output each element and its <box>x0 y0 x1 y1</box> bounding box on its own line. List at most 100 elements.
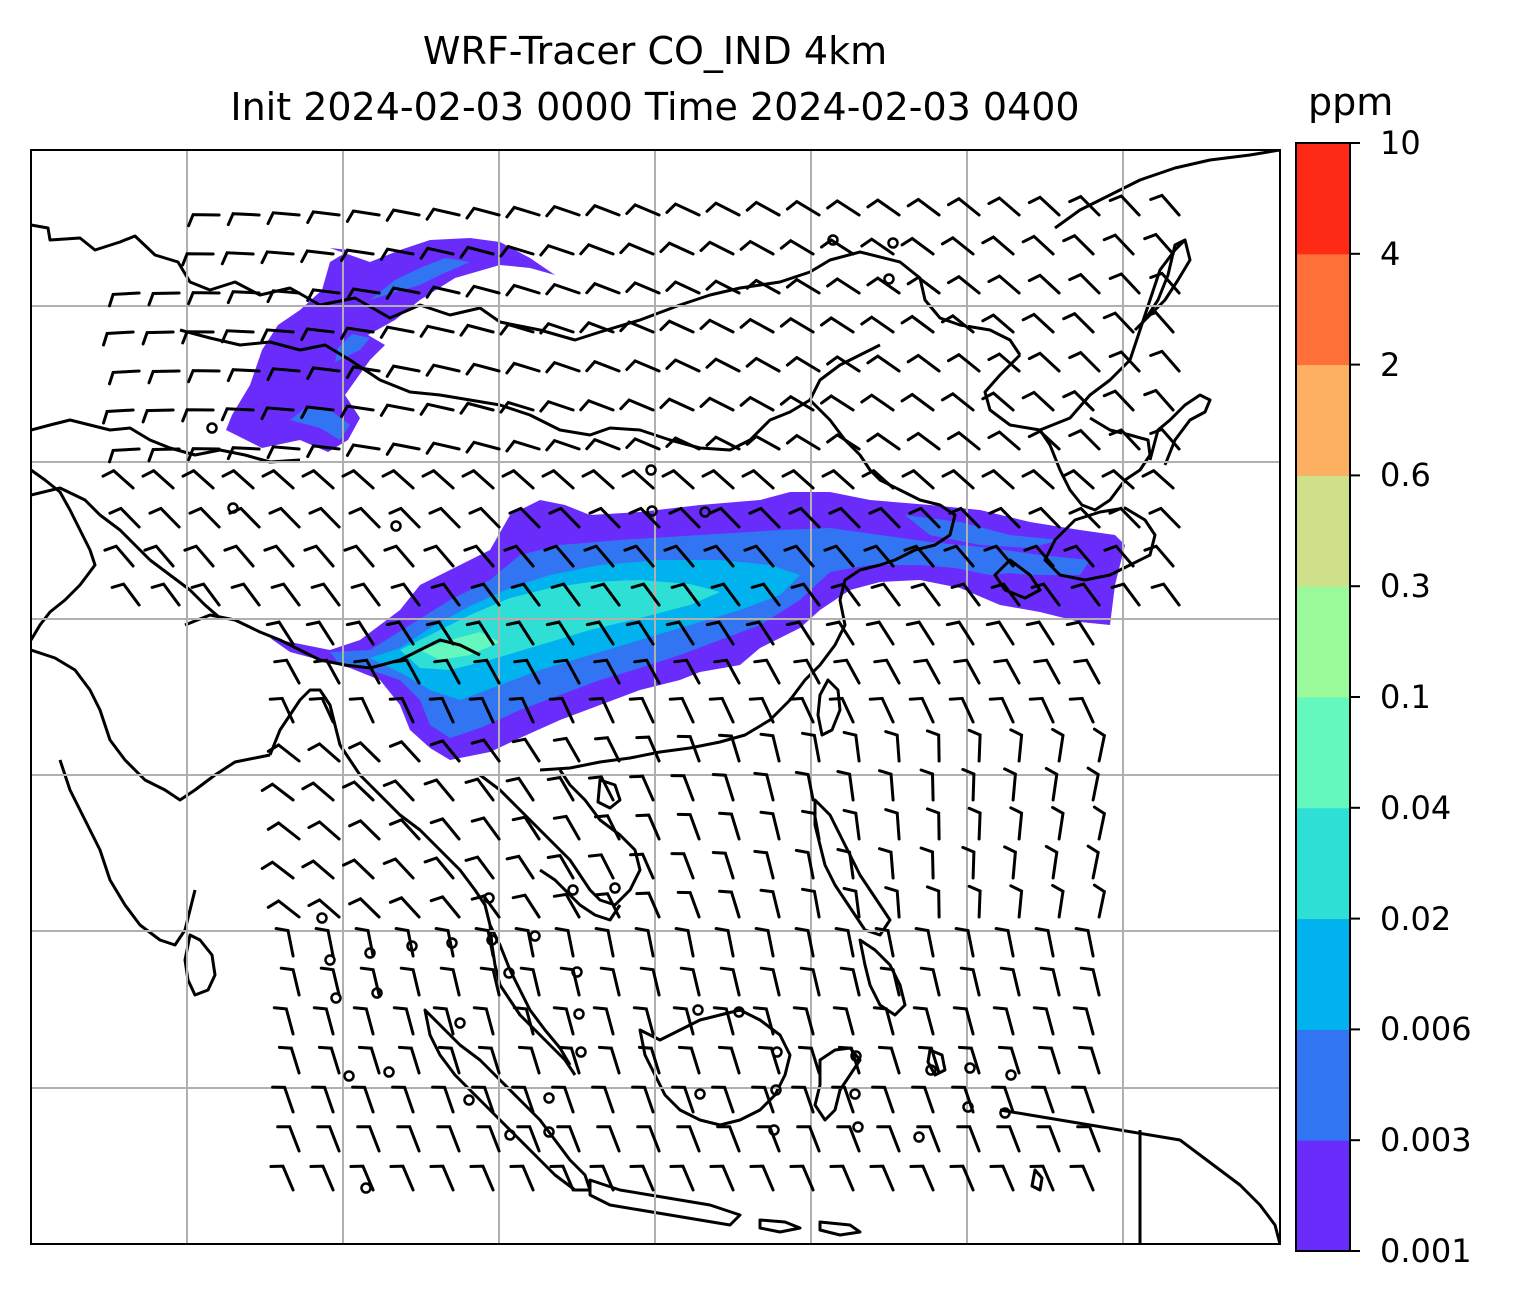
wind-barb <box>625 437 661 451</box>
wind-barb <box>226 368 261 383</box>
wind-barb <box>465 620 495 646</box>
wind-barb <box>1021 390 1055 412</box>
wind-barb <box>906 197 941 217</box>
wind-barb <box>461 468 495 490</box>
wind-barb <box>987 352 1021 373</box>
wind-barb <box>300 405 335 420</box>
wind-barb <box>545 620 575 646</box>
wind-barb <box>1003 845 1017 880</box>
wind-barb <box>987 274 1021 295</box>
wind-barb <box>393 658 421 685</box>
wind-barb <box>1051 883 1065 919</box>
wind-barb <box>221 468 255 490</box>
colorbar-unit-label: ppm <box>1308 80 1394 124</box>
wind-barb <box>956 1125 981 1153</box>
wind-barb <box>429 739 461 763</box>
wind-barb <box>793 658 821 685</box>
wind-barb <box>1028 696 1055 724</box>
calm-wind-marker <box>646 505 658 517</box>
wind-barb <box>860 315 895 334</box>
wind-barb <box>785 355 821 373</box>
wind-barb <box>749 1164 775 1192</box>
wind-barb <box>314 927 335 958</box>
wind-barb <box>260 406 295 421</box>
wind-barb <box>877 1045 901 1075</box>
wind-barb <box>703 544 735 568</box>
wind-barb <box>345 443 381 457</box>
wind-barb <box>350 582 381 607</box>
wind-barb <box>273 658 301 685</box>
wind-barb <box>820 394 855 412</box>
wind-barb <box>865 620 895 646</box>
wind-barb <box>670 774 695 802</box>
wind-barb <box>663 544 695 568</box>
colorbar-tick-label: 0.3 <box>1380 567 1431 606</box>
wind-barb <box>985 620 1015 646</box>
wind-barb <box>471 1085 495 1114</box>
wind-barb <box>552 1006 575 1036</box>
wind-barb <box>676 890 701 919</box>
wind-barb <box>357 1045 381 1075</box>
calm-wind-marker <box>364 947 376 959</box>
wind-barb <box>585 437 621 451</box>
wind-barb <box>279 966 301 997</box>
wind-barb <box>788 506 821 529</box>
wind-barb <box>599 966 621 997</box>
wind-barb <box>517 1045 541 1075</box>
wind-barb <box>1028 506 1061 529</box>
wind-barb <box>659 319 695 334</box>
wind-barb <box>919 846 935 880</box>
wind-barb <box>1149 427 1181 451</box>
wind-barb <box>594 736 621 763</box>
wind-barb <box>579 243 615 256</box>
wind-barb <box>635 891 661 919</box>
wind-barb <box>266 899 301 919</box>
wind-barb <box>342 780 375 802</box>
wind-barb <box>745 434 781 451</box>
wind-barb <box>912 1006 935 1036</box>
wind-barb <box>750 582 781 607</box>
wind-barb <box>265 620 295 646</box>
wind-barb <box>917 1045 941 1075</box>
wind-barb <box>670 852 695 880</box>
wind-barb <box>352 1006 375 1036</box>
wind-barb <box>914 927 935 958</box>
wind-barb <box>705 435 741 451</box>
wind-barb <box>833 658 861 685</box>
wind-barb <box>349 1164 375 1192</box>
wind-barb <box>699 396 735 412</box>
wind-barb <box>699 318 735 334</box>
wind-barb <box>753 771 775 802</box>
wind-barb <box>545 204 581 218</box>
wind-barb <box>628 506 661 529</box>
wind-barb <box>430 582 461 607</box>
wind-barb <box>1023 544 1055 568</box>
wind-barb <box>628 696 655 724</box>
wind-barb <box>389 1164 415 1192</box>
wind-barb <box>636 1125 661 1153</box>
wind-barb <box>343 544 375 568</box>
wind-barb <box>925 729 941 763</box>
wind-barb <box>1108 350 1141 373</box>
wind-barb <box>505 776 535 802</box>
wind-barb <box>872 1006 895 1036</box>
wind-barb <box>551 1085 575 1114</box>
calm-wind-marker <box>852 1121 864 1133</box>
wind-barb <box>994 927 1015 958</box>
calm-wind-marker <box>887 237 899 249</box>
wind-barb <box>220 329 255 344</box>
wind-barb <box>919 768 935 802</box>
wind-barb <box>1150 582 1181 607</box>
calm-wind-marker <box>483 892 495 904</box>
wind-barb <box>101 468 135 490</box>
wind-barb <box>505 854 535 880</box>
wind-barb <box>392 1006 415 1036</box>
wind-barb <box>223 544 255 568</box>
wind-barb <box>796 1125 821 1153</box>
wind-barb <box>621 468 655 490</box>
wind-barb <box>879 966 901 997</box>
wind-barb <box>511 815 541 841</box>
wind-barb <box>425 363 461 377</box>
wind-barb <box>505 361 541 375</box>
wind-barb <box>181 468 215 490</box>
